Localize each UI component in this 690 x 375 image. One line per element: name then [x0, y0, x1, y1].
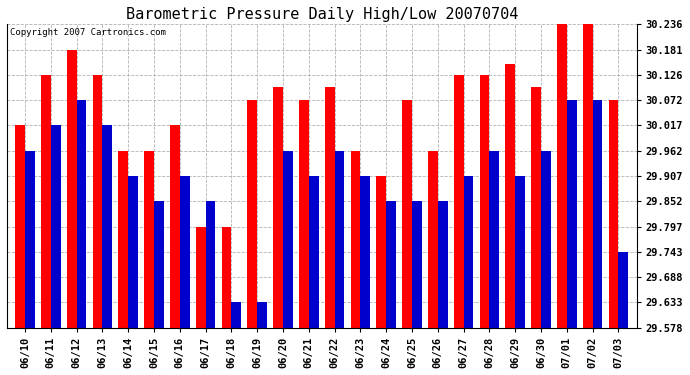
Bar — [144, 151, 154, 328]
Bar — [25, 151, 34, 328]
Bar — [248, 100, 257, 328]
Bar — [515, 176, 525, 328]
Bar — [309, 176, 319, 328]
Bar — [506, 64, 515, 328]
Bar — [351, 151, 360, 328]
Bar — [428, 151, 438, 328]
Bar — [170, 126, 180, 328]
Bar — [377, 176, 386, 328]
Bar — [402, 100, 412, 328]
Bar — [618, 252, 629, 328]
Bar — [557, 24, 567, 328]
Bar — [386, 201, 396, 328]
Bar — [77, 100, 86, 328]
Bar — [325, 87, 335, 328]
Bar — [609, 100, 618, 328]
Bar — [221, 227, 231, 328]
Bar — [102, 126, 112, 328]
Bar — [67, 50, 77, 328]
Bar — [531, 87, 541, 328]
Bar — [567, 100, 577, 328]
Bar — [283, 151, 293, 328]
Text: Copyright 2007 Cartronics.com: Copyright 2007 Cartronics.com — [10, 27, 166, 36]
Bar — [128, 176, 138, 328]
Bar — [15, 126, 25, 328]
Bar — [480, 75, 489, 328]
Bar — [92, 75, 102, 328]
Bar — [360, 176, 371, 328]
Bar — [206, 201, 215, 328]
Bar — [180, 176, 190, 328]
Bar — [583, 24, 593, 328]
Bar — [438, 201, 448, 328]
Bar — [196, 227, 206, 328]
Title: Barometric Pressure Daily High/Low 20070704: Barometric Pressure Daily High/Low 20070… — [126, 7, 518, 22]
Bar — [464, 176, 473, 328]
Bar — [41, 75, 51, 328]
Bar — [231, 302, 241, 328]
Bar — [273, 87, 283, 328]
Bar — [454, 75, 464, 328]
Bar — [541, 151, 551, 328]
Bar — [335, 151, 344, 328]
Bar — [489, 151, 500, 328]
Bar — [119, 151, 128, 328]
Bar — [299, 100, 309, 328]
Bar — [593, 100, 602, 328]
Bar — [51, 126, 61, 328]
Bar — [257, 302, 267, 328]
Bar — [412, 201, 422, 328]
Bar — [154, 201, 164, 328]
